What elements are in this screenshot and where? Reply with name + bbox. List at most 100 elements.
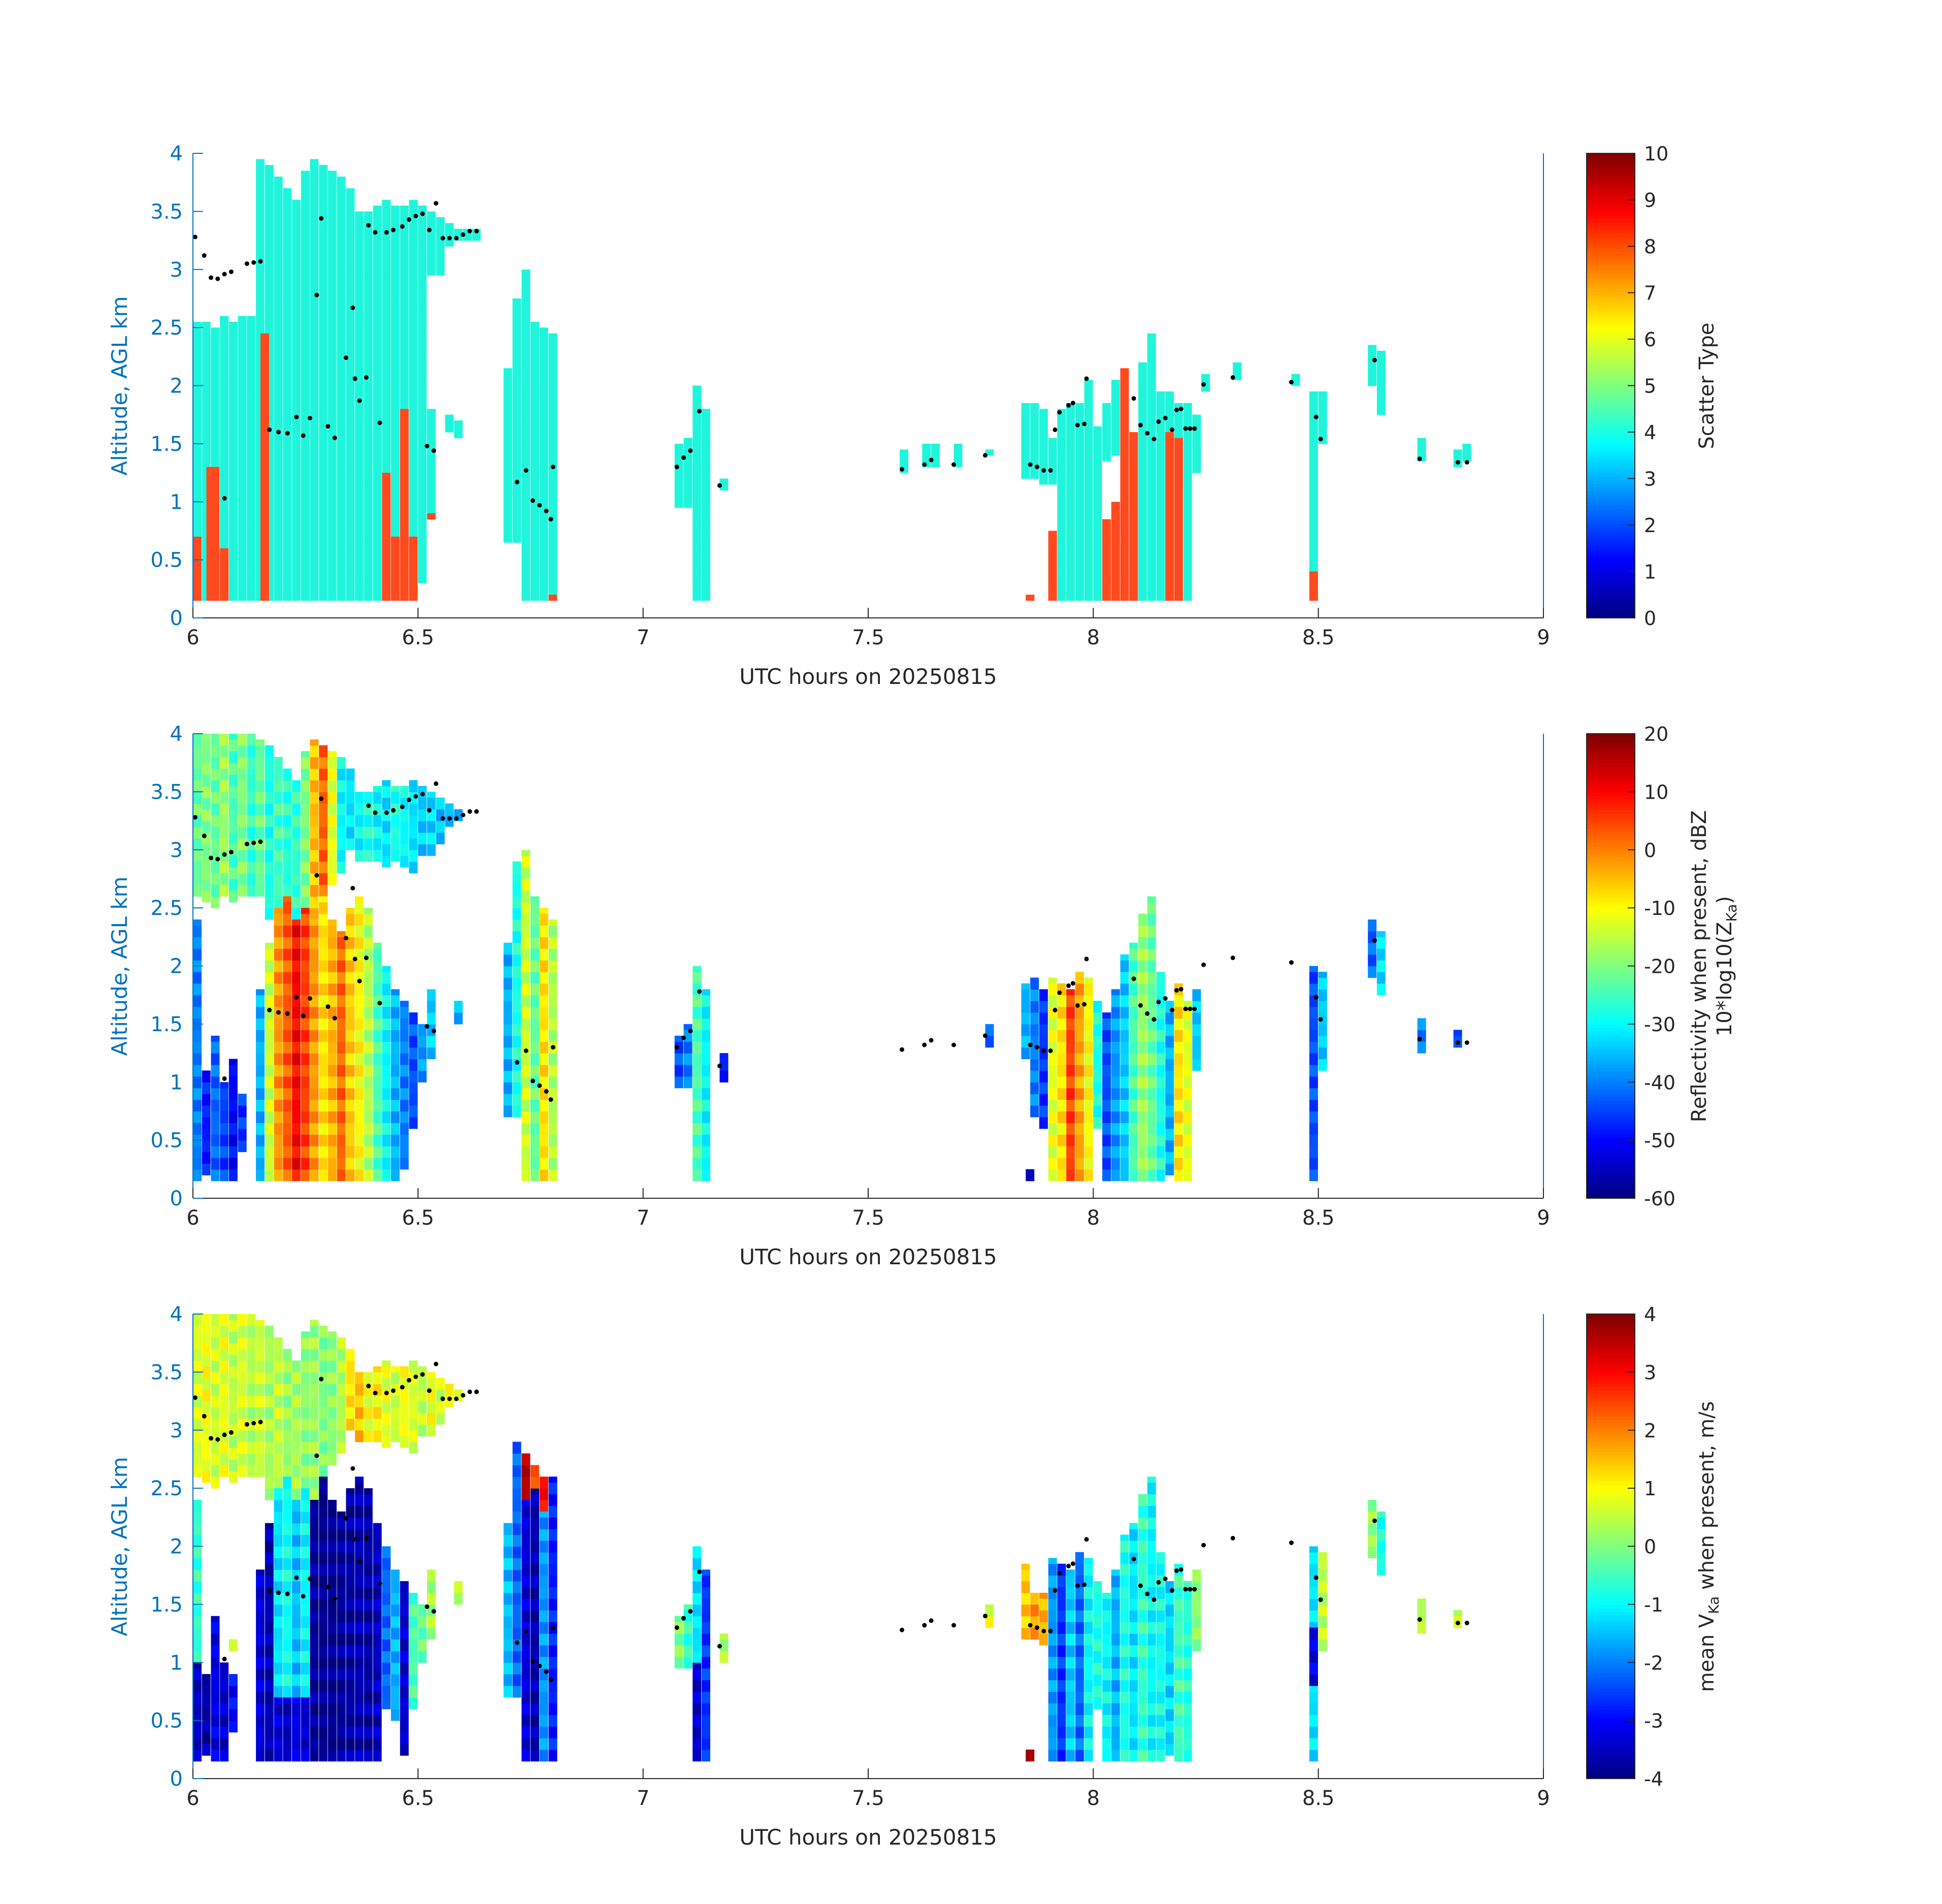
- heatmap-cell: [512, 496, 521, 508]
- heatmap-cell: [337, 1123, 346, 1135]
- heatmap-cell: [418, 246, 427, 258]
- colorbar-band: [1587, 1582, 1635, 1587]
- heatmap-cell: [1147, 484, 1156, 497]
- dot-marker: [1041, 468, 1046, 473]
- heatmap-cell: [1084, 1076, 1093, 1089]
- heatmap-cell: [400, 275, 409, 287]
- heatmap-cell: [328, 449, 337, 462]
- heatmap-cell: [512, 1094, 521, 1106]
- heatmap-cell: [539, 1157, 548, 1170]
- heatmap-cell: [445, 803, 454, 815]
- heatmap-cell: [292, 1558, 301, 1570]
- dot-marker: [1201, 962, 1206, 967]
- heatmap-cell: [247, 849, 256, 862]
- heatmap-cell: [328, 1064, 337, 1077]
- heatmap-cell: [193, 1146, 202, 1158]
- heatmap-cell: [265, 1749, 274, 1762]
- heatmap-cell: [283, 873, 292, 885]
- heatmap-cell: [274, 815, 283, 827]
- heatmap-cell: [400, 1001, 409, 1007]
- heatmap-cell: [382, 832, 391, 844]
- heatmap-cell: [539, 542, 548, 554]
- heatmap-cell: [1318, 1047, 1327, 1060]
- heatmap-cell: [531, 1123, 539, 1135]
- heatmap-cell: [521, 531, 531, 543]
- heatmap-cell: [328, 1331, 337, 1338]
- heatmap-cell: [310, 745, 319, 758]
- heatmap-cell: [1057, 1076, 1066, 1089]
- heatmap-cell: [531, 1053, 539, 1065]
- heatmap-cell: [319, 1407, 328, 1419]
- heatmap-cell: [391, 1686, 400, 1698]
- heatmap-cell: [274, 310, 283, 322]
- heatmap-cell: [1147, 1517, 1156, 1529]
- heatmap-cell: [531, 1494, 539, 1506]
- heatmap-cell: [1156, 391, 1165, 404]
- colorbar-band: [1587, 1604, 1635, 1608]
- heatmap-cell: [1120, 1157, 1129, 1170]
- heatmap-cell: [364, 1134, 373, 1146]
- heatmap-cell: [328, 1563, 337, 1576]
- heatmap-cell: [1192, 1047, 1201, 1060]
- heatmap-cell: [337, 321, 346, 334]
- heatmap-cell: [283, 414, 292, 427]
- heatmap-cell: [364, 1668, 373, 1681]
- colorbar-band: [1587, 1524, 1635, 1529]
- heatmap-cell: [364, 264, 373, 276]
- dot-marker: [1138, 1583, 1143, 1588]
- heatmap-cell: [1093, 426, 1102, 439]
- heatmap-cell: [409, 1674, 418, 1686]
- heatmap-cell: [319, 1099, 328, 1112]
- heatmap-cell: [364, 1598, 373, 1611]
- heatmap-cell: [238, 803, 247, 815]
- heatmap-cell: [1156, 1610, 1165, 1622]
- heatmap-cell: [355, 902, 364, 914]
- heatmap-cell: [328, 577, 337, 589]
- heatmap-cell: [292, 449, 301, 462]
- heatmap-cell: [373, 275, 382, 287]
- heatmap-cell: [1039, 1593, 1048, 1599]
- heatmap-cell: [310, 1529, 319, 1541]
- heatmap-cell: [1156, 1157, 1165, 1170]
- colorbar-band: [1587, 1590, 1635, 1594]
- heatmap-cell: [220, 461, 229, 473]
- dot-marker: [1230, 375, 1235, 380]
- dot-marker: [1028, 1042, 1033, 1047]
- heatmap-cell: [337, 333, 346, 346]
- heatmap-cell: [1192, 1593, 1201, 1605]
- colorbar-band: [1587, 1002, 1635, 1006]
- colorbar-band: [1587, 331, 1635, 336]
- colorbar-tick-label: -60: [1644, 1188, 1675, 1210]
- heatmap-cell: [400, 1709, 409, 1721]
- heatmap-cell: [1120, 983, 1129, 996]
- heatmap-cell: [1174, 1030, 1183, 1042]
- dot-marker: [215, 857, 220, 862]
- heatmap-cell: [1093, 496, 1102, 508]
- heatmap-cell: [373, 507, 382, 520]
- y-tick-label: 1.5: [150, 1593, 183, 1617]
- heatmap-cell: [292, 1430, 301, 1442]
- colorbar-band: [1587, 1495, 1635, 1500]
- heatmap-cell: [328, 228, 337, 241]
- heatmap-cell: [1174, 1088, 1183, 1100]
- heatmap-cell: [382, 461, 391, 473]
- heatmap-cell: [1111, 1030, 1120, 1042]
- heatmap-cell: [202, 890, 211, 903]
- heatmap-cell: [346, 275, 355, 287]
- heatmap-cell: [256, 1569, 265, 1576]
- heatmap-cell: [337, 1006, 346, 1019]
- heatmap-cell: [1138, 1668, 1147, 1681]
- heatmap-cell: [1138, 362, 1147, 369]
- heatmap-cell: [400, 832, 409, 844]
- heatmap-cell: [683, 1604, 693, 1611]
- heatmap-cell: [409, 1651, 418, 1663]
- heatmap-cell: [328, 873, 337, 885]
- heatmap-cell: [319, 1691, 328, 1703]
- heatmap-cell: [1093, 438, 1102, 450]
- heatmap-cell: [346, 1018, 355, 1030]
- heatmap-cell: [292, 264, 301, 276]
- heatmap-cell: [1048, 977, 1057, 984]
- heatmap-cell: [301, 252, 310, 264]
- dot-marker: [364, 1536, 369, 1540]
